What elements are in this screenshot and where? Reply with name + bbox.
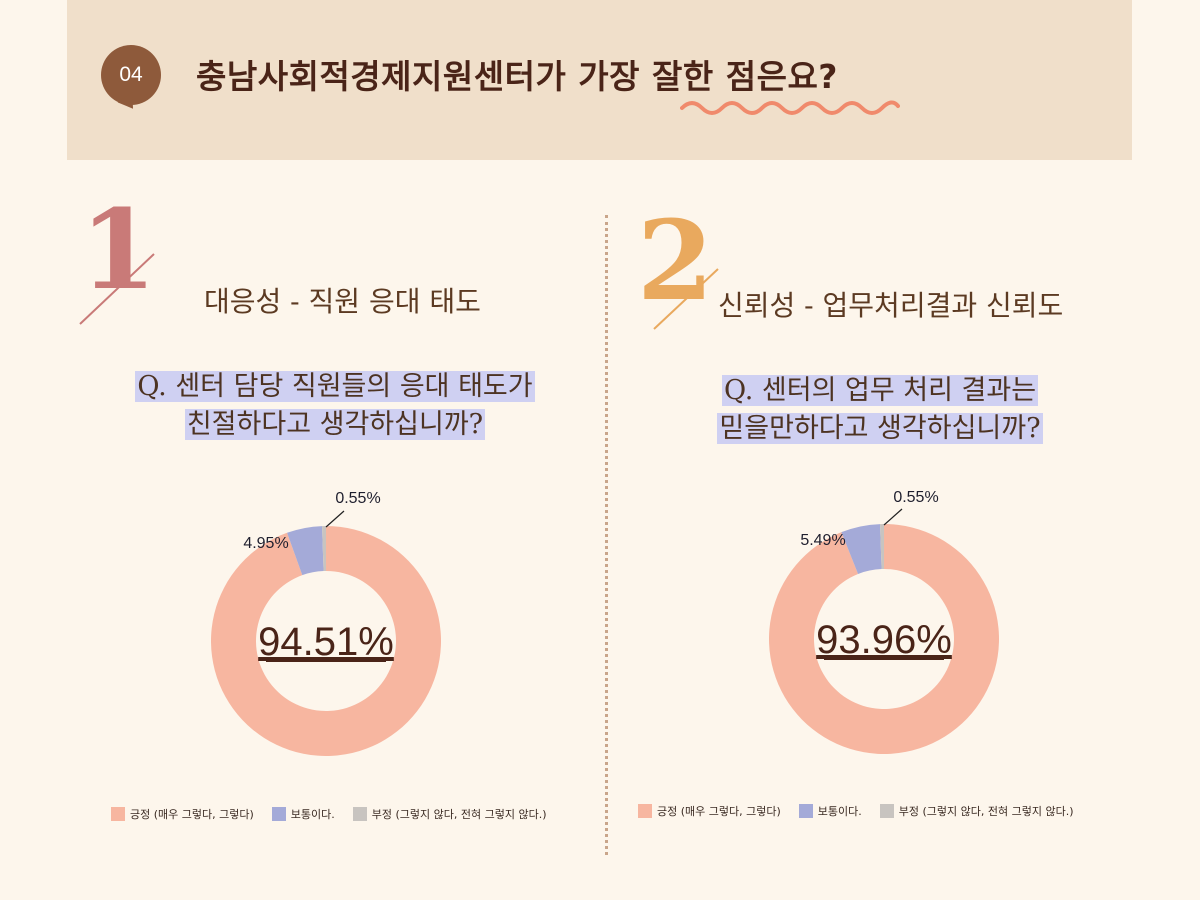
legend-swatch bbox=[271, 807, 286, 821]
legend-label: 보통이다. bbox=[290, 808, 335, 821]
slice-label: 0.55% bbox=[335, 490, 380, 507]
section-2-question: Q. 센터의 업무 처리 결과는 믿을만하다고 생각하십니까? bbox=[630, 372, 1130, 448]
legend-item-negative: 부정 (그렇지 않다, 전혀 그렇지 않다.) bbox=[352, 806, 547, 822]
donut-slice bbox=[841, 524, 882, 574]
legend-item-positive: 긍정 (매우 그렇다, 그렇다) bbox=[638, 803, 781, 819]
legend-label: 긍정 (매우 그렇다, 그렇다) bbox=[130, 808, 254, 821]
legend-label: 부정 (그렇지 않다, 전혀 그렇지 않다.) bbox=[371, 808, 547, 821]
legend-swatch bbox=[352, 807, 367, 821]
slice-label: 0.55% bbox=[893, 489, 938, 506]
wavy-underline bbox=[680, 100, 900, 115]
legend-item-negative: 부정 (그렇지 않다, 전혀 그렇지 않다.) bbox=[879, 803, 1074, 819]
legend-item-neutral: 보통이다. bbox=[271, 806, 335, 822]
donut-slice bbox=[880, 524, 884, 570]
legend-swatch bbox=[638, 804, 652, 818]
leader-line bbox=[883, 508, 903, 526]
legend-swatch bbox=[111, 807, 125, 821]
section-1-question: Q. 센터 담당 직원들의 응대 태도가 친절하다고 생각하십니까? bbox=[85, 368, 585, 444]
center-value: 94.51% bbox=[258, 620, 394, 664]
legend-item-positive: 긍정 (매우 그렇다, 그렇다) bbox=[111, 806, 254, 822]
legend-swatch bbox=[798, 804, 813, 818]
slice-label: 4.95% bbox=[243, 535, 288, 552]
legend-1: 긍정 (매우 그렇다, 그렇다) 보통이다. 부정 (그렇지 않다, 전혀 그렇… bbox=[111, 806, 555, 822]
donut-slice bbox=[322, 526, 326, 572]
donut-slice bbox=[287, 526, 324, 576]
section-2-title: 신뢰성 - 업무처리결과 신뢰도 bbox=[718, 289, 1064, 322]
donut-slice bbox=[211, 526, 442, 756]
donut-slice bbox=[769, 524, 1000, 754]
section-number-badge: 04 bbox=[101, 45, 161, 105]
legend-item-neutral: 보통이다. bbox=[798, 803, 862, 819]
section-1-title: 대응성 - 직원 응대 태도 bbox=[204, 285, 481, 318]
legend-swatch bbox=[879, 804, 894, 818]
center-value: 93.96% bbox=[816, 618, 952, 662]
page-title: 충남사회적경제지원센터가 가장 잘한 점은요? bbox=[196, 57, 838, 96]
slice-label: 5.49% bbox=[800, 532, 845, 549]
section-2-slash bbox=[653, 268, 719, 330]
section-2-numeral: 2 bbox=[637, 196, 714, 325]
center-divider bbox=[605, 215, 608, 855]
header-banner bbox=[67, 0, 1132, 160]
section-1-numeral: 1 bbox=[80, 185, 157, 314]
legend-label: 보통이다. bbox=[817, 805, 862, 818]
section-1-slash bbox=[79, 253, 155, 325]
leader-line bbox=[325, 510, 345, 528]
legend-label: 긍정 (매우 그렇다, 그렇다) bbox=[657, 805, 781, 818]
question-line: 친절하다고 생각하십니까? bbox=[184, 409, 486, 440]
legend-label: 부정 (그렇지 않다, 전혀 그렇지 않다.) bbox=[898, 805, 1074, 818]
question-line: Q. 센터의 업무 처리 결과는 bbox=[721, 375, 1039, 406]
legend-2: 긍정 (매우 그렇다, 그렇다) 보통이다. 부정 (그렇지 않다, 전혀 그렇… bbox=[638, 803, 1082, 819]
question-line: 믿을만하다고 생각하십니까? bbox=[717, 413, 1043, 444]
question-line: Q. 센터 담당 직원들의 응대 태도가 bbox=[135, 371, 535, 402]
